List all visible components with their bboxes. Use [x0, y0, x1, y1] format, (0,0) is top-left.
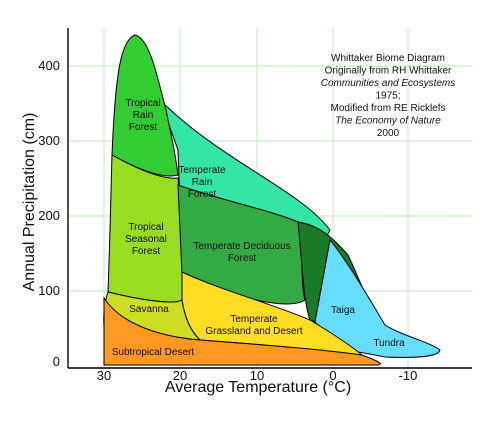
x-tick-label: 0	[329, 368, 336, 383]
biome-label-line: Tropical	[128, 222, 163, 233]
caption-line: 2000	[377, 128, 400, 139]
biome-label-line: Rain	[192, 177, 213, 188]
diagram-caption: Whittaker Biome Diagram Originally from R…	[321, 53, 456, 139]
x-tick-label: 20	[173, 368, 187, 383]
caption-line: Whittaker Biome Diagram	[331, 53, 445, 64]
biome-label-line: Temperate	[230, 314, 278, 325]
biome-label-line: Tropical	[125, 98, 160, 109]
biome-label: Subtropical Desert	[112, 347, 194, 358]
biome-label: Tropical Seasonal Forest	[125, 222, 167, 257]
region-tundra	[314, 238, 441, 358]
caption-line: 1975;	[375, 91, 400, 102]
y-tick-labels: 0 100 200 300 400	[38, 58, 60, 369]
y-tick-label: 200	[38, 208, 60, 223]
y-axis-title: Annual Precipitation (cm)	[21, 113, 38, 292]
region-subtropical-desert	[103, 296, 381, 366]
biome-label: Temperate Deciduous Forest	[193, 241, 290, 264]
biome-label-line: Temperate Deciduous	[193, 241, 290, 252]
x-axis-title: Average Temperature (°C)	[165, 379, 351, 396]
biome-label-line: Taiga	[331, 305, 355, 316]
biome-label: Tundra	[373, 338, 405, 349]
biome-label-line: Seasonal	[125, 234, 167, 245]
biome-label-line: Savanna	[129, 304, 169, 315]
axes	[67, 28, 472, 369]
caption-line: The Economy of Nature	[335, 116, 441, 127]
biome-label: Tropical Rain Forest	[125, 98, 160, 133]
caption-line: Originally from RH Whittaker	[325, 66, 452, 77]
biome-label-line: Grassland and Desert	[205, 326, 302, 337]
x-tick-label: 30	[97, 368, 111, 383]
biome-label-line: Forest	[188, 189, 217, 200]
x-tick-label: 10	[250, 368, 264, 383]
biome-label-line: Tundra	[373, 338, 405, 349]
biome-label: Temperate Rain Forest	[178, 165, 226, 200]
x-tick-labels: 30 20 10 0 -10	[97, 368, 418, 383]
y-tick-label: 400	[38, 58, 60, 73]
biome-label-line: Temperate	[178, 165, 226, 176]
y-tick-label: 300	[38, 133, 60, 148]
caption-line: Communities and Ecosystems	[321, 78, 456, 89]
biome-label-line: Forest	[132, 246, 161, 257]
biome-label: Taiga	[331, 305, 355, 316]
biome-label-line: Rain	[133, 110, 154, 121]
caption-line: Modified from RE Ricklefs	[330, 103, 445, 114]
region-tropical-rain-forest	[111, 34, 179, 177]
biome-label: Temperate Grassland and Desert	[205, 314, 302, 337]
x-tick-label: -10	[399, 368, 418, 383]
y-tick-label: 100	[38, 283, 60, 298]
biome-label-line: Subtropical Desert	[112, 347, 194, 358]
biome-label: Savanna	[129, 304, 169, 315]
biome-regions	[103, 34, 441, 366]
biome-label-line: Forest	[129, 122, 158, 133]
y-tick-label: 0	[53, 354, 60, 369]
biome-label-line: Forest	[228, 253, 257, 264]
